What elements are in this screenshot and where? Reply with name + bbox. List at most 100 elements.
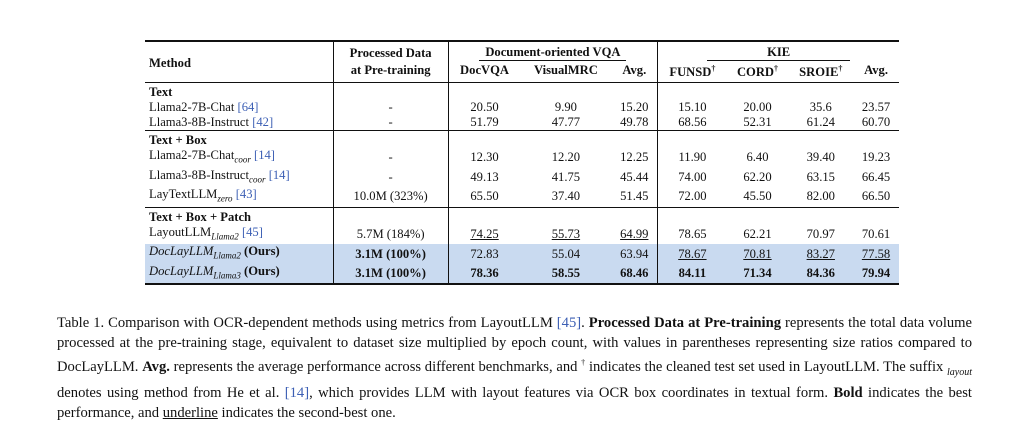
col-cord: CORD†: [726, 61, 789, 84]
value-cell: 35.6: [809, 100, 832, 115]
method-header: Method: [145, 40, 334, 84]
value-cell: 61.24: [788, 115, 854, 132]
method-name: LayTextLLMzero [43]: [145, 187, 334, 208]
value-cell: 74.25: [447, 224, 521, 245]
value-cell: 64.99: [620, 226, 649, 241]
value-cell: 45.44: [620, 169, 649, 184]
docvqa-group-header: Document-oriented VQA: [447, 40, 658, 61]
group-title: Text + Box: [149, 133, 207, 148]
value-cell: 45.50: [726, 187, 789, 208]
results-table: Method Processed Data Document-oriented …: [145, 40, 899, 286]
processed-cell: -: [332, 115, 449, 132]
value-cell: 84.36: [788, 263, 854, 286]
processed-cell: 3.1M (100%): [332, 263, 449, 286]
value-cell: 11.90: [657, 148, 727, 168]
table-row: Llama2-7B-Chatcoor [14] - 12.30 12.20 12…: [145, 148, 899, 168]
table-row: LayTextLLMzero [43] 10.0M (323%) 65.50 3…: [145, 187, 899, 208]
value-cell: 78.36: [447, 263, 521, 286]
value-cell: 70.61: [861, 226, 891, 241]
value-cell: 49.13: [447, 167, 521, 188]
group-title: Text + Box + Patch: [149, 209, 252, 224]
method-name: DocLayLLMLlama2 (Ours): [145, 244, 334, 264]
value-cell: 63.94: [611, 244, 658, 264]
table-row-ours: DocLayLLMLlama2 (Ours) 3.1M (100%) 72.83…: [145, 244, 899, 264]
value-cell: 15.10: [657, 100, 727, 116]
value-cell: 78.67: [657, 244, 727, 264]
col-vqa-avg: Avg.: [611, 61, 658, 84]
value-cell: 52.31: [726, 115, 789, 132]
table-row-ours: DocLayLLMLlama3 (Ours) 3.1M (100%) 78.36…: [145, 263, 899, 286]
value-cell: 66.45: [861, 169, 891, 184]
header-row-1: Method Processed Data Document-oriented …: [145, 40, 899, 84]
value-cell: 72.83: [447, 244, 521, 264]
value-cell: 19.23: [861, 150, 891, 165]
value-cell: 70.97: [806, 226, 835, 241]
value-cell: 79.94: [853, 263, 899, 286]
value-cell: 49.78: [611, 115, 658, 132]
value-cell: 58.55: [520, 263, 612, 286]
kie-group-header: KIE: [657, 40, 899, 61]
value-cell: 84.11: [657, 263, 727, 286]
value-cell: 39.40: [806, 150, 835, 165]
value-cell: 60.70: [853, 115, 899, 132]
value-cell: 6.40: [746, 150, 769, 165]
col-docvqa: DocVQA: [447, 61, 521, 84]
value-cell: 55.04: [520, 244, 612, 264]
method-name: Llama2-7B-Chatcoor [14]: [149, 148, 275, 165]
processed-cell: -: [332, 100, 449, 116]
value-cell: 66.50: [853, 187, 899, 208]
value-cell: 51.79: [447, 115, 521, 132]
group-title-row: Text + Box + Patch: [145, 207, 899, 225]
value-cell: 12.20: [551, 150, 581, 165]
method-name: Llama3-8B-Instruct [42]: [145, 115, 334, 132]
results-table-container: Method Processed Data Document-oriented …: [145, 40, 899, 286]
value-cell: 65.50: [447, 187, 521, 208]
col-funsd: FUNSD†: [657, 61, 727, 84]
method-name: Llama2-7B-Chat [64]: [149, 100, 259, 115]
table-row: LayoutLLMLlama2 [45] 5.7M (184%) 74.25 5…: [145, 224, 899, 245]
processed-cell: 10.0M (323%): [332, 187, 449, 208]
value-cell: 83.27: [788, 244, 854, 264]
header-row-2: at Pre-training DocVQA VisualMRC Avg. FU…: [145, 61, 899, 84]
value-cell: 70.81: [726, 244, 789, 264]
value-cell: 82.00: [788, 187, 854, 208]
method-name: Llama3-8B-Instructcoor [14]: [149, 167, 290, 185]
value-cell: 12.25: [620, 150, 649, 165]
col-kie-avg: Avg.: [853, 61, 899, 84]
value-cell: 55.73: [551, 226, 581, 241]
value-cell: 9.90: [554, 100, 577, 115]
value-cell: 23.57: [861, 100, 891, 115]
value-cell: 62.20: [743, 169, 772, 184]
col-sroie: SROIE†: [788, 61, 854, 84]
table-row: Llama2-7B-Chat [64] - 20.50 9.90 15.20 1…: [145, 100, 899, 116]
processed-cell: 5.7M (184%): [332, 224, 449, 245]
processed-header-line2: at Pre-training: [332, 61, 449, 84]
value-cell: 41.75: [551, 169, 581, 184]
processed-header-line1: Processed Data: [332, 40, 449, 61]
value-cell: 63.15: [806, 169, 835, 184]
table-caption: Table 1. Comparison with OCR-dependent m…: [57, 315, 973, 421]
value-cell: 20.50: [447, 100, 521, 116]
value-cell: 72.00: [657, 187, 727, 208]
processed-cell: -: [332, 148, 449, 168]
table-row: Llama3-8B-Instructcoor [14] - 49.13 41.7…: [145, 167, 899, 188]
value-cell: 62.21: [743, 226, 772, 241]
value-cell: 74.00: [657, 167, 727, 188]
processed-cell: -: [332, 167, 449, 188]
group-title-row: Text: [145, 82, 899, 101]
value-cell: 20.00: [743, 100, 772, 115]
value-cell: 47.77: [520, 115, 612, 132]
method-name: DocLayLLMLlama3 (Ours): [145, 263, 334, 286]
value-cell: 68.46: [611, 263, 658, 286]
value-cell: 71.34: [726, 263, 789, 286]
group-title-row: Text + Box: [145, 130, 899, 149]
value-cell: 12.30: [447, 148, 521, 168]
value-cell: 15.20: [620, 100, 649, 115]
value-cell: 78.65: [657, 224, 727, 245]
group-title: Text: [149, 85, 173, 100]
value-cell: 37.40: [520, 187, 612, 208]
value-cell: 77.58: [853, 244, 899, 264]
value-cell: 51.45: [611, 187, 658, 208]
table-row: Llama3-8B-Instruct [42] - 51.79 47.77 49…: [145, 115, 899, 132]
col-visualmrc: VisualMRC: [520, 61, 612, 84]
